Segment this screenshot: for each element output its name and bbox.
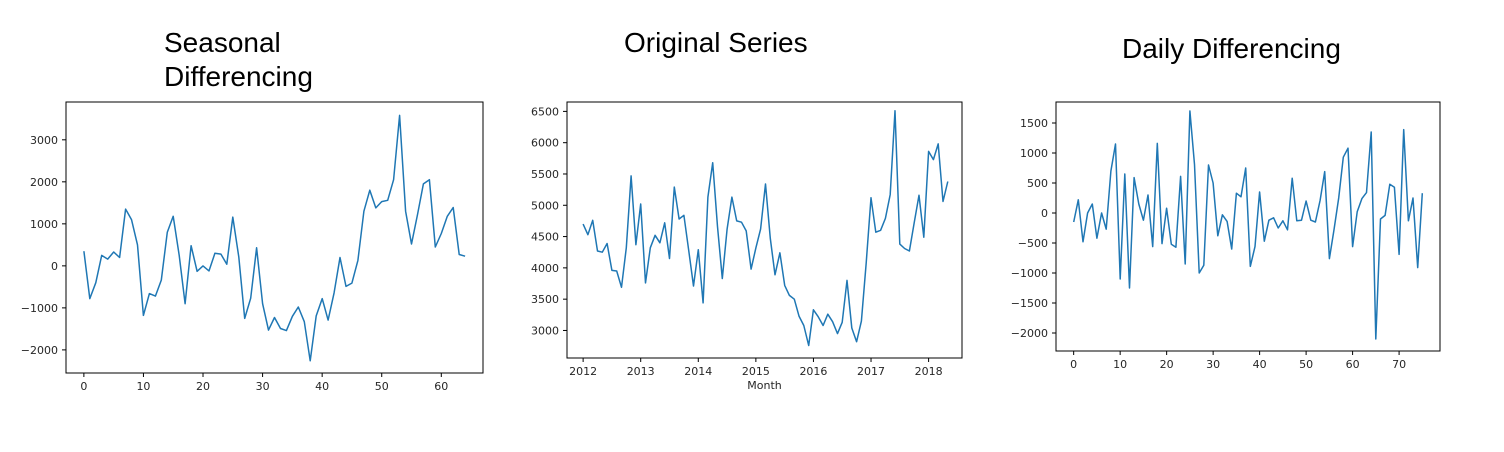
daily-x-tick-label: 40	[1253, 358, 1267, 371]
original-x-tick-label: 2017	[857, 365, 885, 378]
original-y-tick-label: 4500	[531, 231, 559, 244]
daily-y-tick-label: 1000	[1020, 147, 1048, 160]
seasonal-differencing-title: Seasonal Differencing	[164, 27, 313, 92]
original-y-tick-label: 6000	[531, 137, 559, 150]
daily-y-tick-label: 0	[1041, 207, 1048, 220]
seasonal-y-tick-label: −2000	[21, 344, 58, 357]
seasonal-x-tick-label: 30	[256, 380, 270, 393]
original-x-tick-label: 2014	[684, 365, 712, 378]
original-y-tick-label: 5500	[531, 168, 559, 181]
seasonal-y-tick-label: 3000	[30, 134, 58, 147]
original-series-title: Original Series	[624, 27, 808, 58]
daily-x-tick-label: 70	[1392, 358, 1406, 371]
original-x-tick-label: 2015	[742, 365, 770, 378]
original-x-tick-label: 2016	[799, 365, 827, 378]
original-x-tick-label: 2012	[569, 365, 597, 378]
original-plot-frame	[566, 101, 963, 359]
seasonal-y-tick-label: −1000	[21, 302, 58, 315]
seasonal-y-tick-label: 0	[51, 260, 58, 273]
daily-x-tick-label: 10	[1113, 358, 1127, 371]
daily-x-tick-label: 30	[1206, 358, 1220, 371]
seasonal-y-tick-label: 2000	[30, 176, 58, 189]
original-y-tick-label: 3500	[531, 293, 559, 306]
original-chart: 2012 2013 2014 2015 2016 2017 2018 3000 3500 4000…	[531, 101, 963, 392]
original-x-tick-label: 2018	[915, 365, 943, 378]
daily-y-tick-label: −500	[1018, 237, 1048, 250]
daily-y-tick-label: −1500	[1011, 297, 1048, 310]
original-y-tick-label: 3000	[531, 324, 559, 337]
daily-y-tick-label: 1500	[1020, 117, 1048, 130]
seasonal-chart: 0 10 20 30 40 50 60 −2000 −1000 0 1000 2000 3000	[21, 101, 484, 393]
seasonal-y-tick-label: 1000	[30, 218, 58, 231]
daily-x-tick-label: 50	[1299, 358, 1313, 371]
seasonal-x-tick-label: 10	[136, 380, 150, 393]
daily-y-tick-label: −1000	[1011, 267, 1048, 280]
original-x-axis-label: Month	[747, 379, 782, 392]
seasonal-x-tick-label: 60	[434, 380, 448, 393]
daily-y-tick-label: −2000	[1011, 327, 1048, 340]
daily-series-line	[1072, 110, 1424, 340]
seasonal-x-tick-label: 20	[196, 380, 210, 393]
seasonal-plot-frame	[65, 101, 484, 374]
seasonal-x-tick-label: 50	[375, 380, 389, 393]
daily-y-tick-label: 500	[1027, 177, 1048, 190]
original-x-tick-label: 2013	[627, 365, 655, 378]
daily-differencing-title: Daily Differencing	[1122, 33, 1341, 64]
daily-chart: 0 10 20 30 40 50 60 70 −2000 −1500 −1000 −500 0 500 10…	[1011, 101, 1441, 371]
daily-x-tick-label: 20	[1160, 358, 1174, 371]
daily-x-tick-label: 0	[1070, 358, 1077, 371]
seasonal-x-tick-label: 40	[315, 380, 329, 393]
original-y-tick-label: 5000	[531, 199, 559, 212]
original-y-tick-label: 6500	[531, 105, 559, 118]
original-y-tick-label: 4000	[531, 262, 559, 275]
seasonal-x-tick-label: 0	[80, 380, 87, 393]
daily-x-tick-label: 60	[1346, 358, 1360, 371]
